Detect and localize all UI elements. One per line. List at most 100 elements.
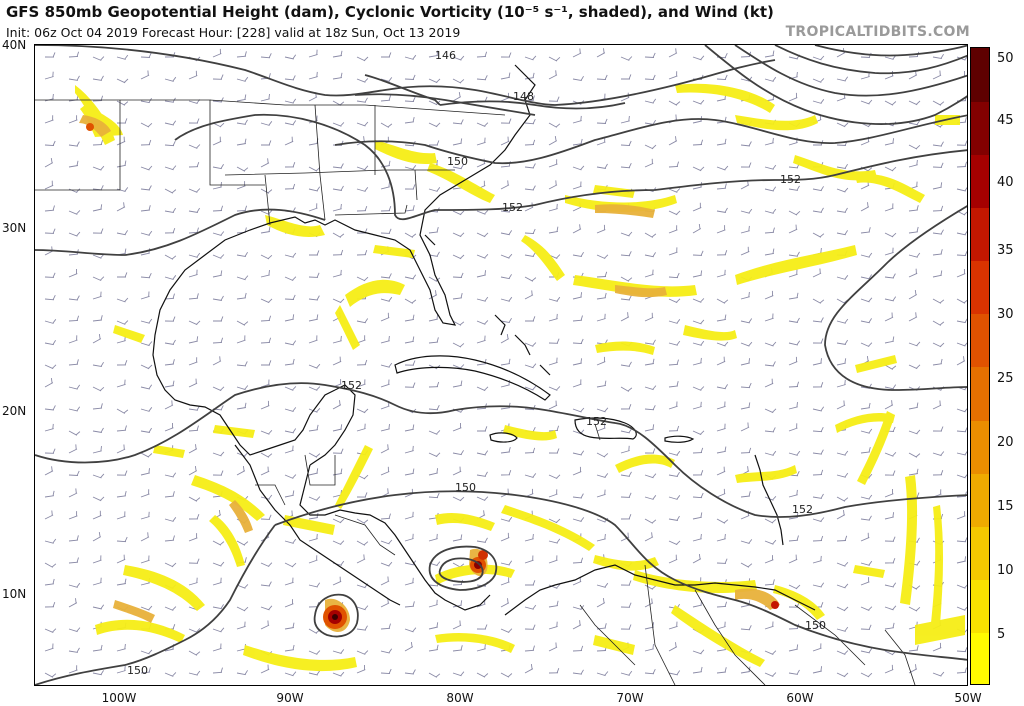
- wind-barb: [212, 74, 224, 80]
- wind-barb: [68, 51, 80, 58]
- wind-barb: [116, 379, 126, 388]
- wind-barb: [356, 492, 368, 498]
- wind-barb: [44, 180, 54, 190]
- wind-barb: [309, 250, 320, 256]
- wind-barb: [644, 448, 656, 454]
- wind-barb: [308, 555, 318, 564]
- wind-barb: [884, 364, 897, 370]
- wind-barb: [668, 642, 678, 652]
- wind-barb: [308, 71, 318, 80]
- wind-barb: [236, 361, 248, 367]
- wind-barb: [884, 489, 894, 498]
- wind-barb: [284, 294, 296, 300]
- wind-barb: [788, 92, 798, 102]
- wind-barb: [500, 628, 513, 634]
- wind-barb: [692, 533, 702, 542]
- wind-barb: [380, 648, 393, 654]
- wind-barb: [812, 382, 824, 388]
- wind-barb: [668, 48, 678, 58]
- wind-barb: [476, 496, 489, 502]
- wind-barb: [404, 577, 414, 586]
- wind-barb: [524, 473, 537, 479]
- wind-barb: [500, 334, 510, 344]
- wind-barb: [212, 182, 222, 190]
- wind-barb: [44, 601, 56, 608]
- map-subtitle: Init: 06z Oct 04 2019 Forecast Hour: [22…: [6, 25, 461, 40]
- wind-barb: [764, 76, 777, 82]
- wind-barb: [188, 444, 198, 454]
- wind-barb: [140, 605, 153, 611]
- wind-barb: [476, 209, 489, 215]
- wind-barb: [260, 494, 273, 500]
- wind-barb: [932, 229, 944, 235]
- wind-barb: [524, 447, 536, 454]
- wind-barb: [380, 335, 390, 344]
- wind-barb: [716, 601, 728, 608]
- wind-barb: [620, 624, 632, 630]
- wind-barb: [548, 296, 561, 302]
- wind-barb: [428, 672, 441, 678]
- wind-barb: [332, 424, 343, 432]
- wind-barb: [44, 319, 57, 324]
- wind-barb: [356, 276, 369, 282]
- wind-barb: [836, 496, 849, 502]
- wind-barb: [92, 165, 105, 171]
- wind-barb: [956, 646, 967, 653]
- colorbar-label: 40: [997, 175, 1014, 190]
- colorbar-label: 25: [997, 371, 1014, 386]
- wind-barb: [452, 292, 463, 300]
- wind-barb: [716, 298, 729, 304]
- wind-barb: [68, 384, 81, 390]
- wind-barb: [956, 268, 966, 278]
- wind-barb: [548, 56, 561, 62]
- wind-barb: [380, 598, 390, 608]
- wind-barb: [212, 356, 222, 366]
- wind-barb: [356, 650, 369, 655]
- wind-barb: [860, 560, 873, 566]
- wind-barb: [452, 645, 463, 652]
- wind-barb: [428, 533, 438, 542]
- wind-barb: [524, 72, 535, 80]
- wind-barb: [740, 341, 753, 347]
- colorbar-segment: [971, 526, 989, 581]
- wind-barb: [308, 424, 319, 432]
- contour-label: 148: [513, 90, 534, 103]
- wind-barb: [956, 556, 967, 564]
- wind-barb: [644, 269, 654, 278]
- wind-barb: [692, 99, 705, 105]
- wind-barb: [692, 340, 705, 346]
- wind-barb: [116, 202, 126, 212]
- wind-barb: [140, 427, 152, 433]
- wind-barb: [284, 136, 294, 146]
- wind-barb: [644, 312, 654, 322]
- wind-barb: [788, 554, 798, 564]
- wind-barb: [572, 338, 584, 345]
- wind-barb: [764, 313, 774, 322]
- wind-barb: [860, 672, 873, 678]
- wind-barb: [548, 357, 558, 366]
- wind-barb: [356, 359, 368, 366]
- wind-barb: [956, 356, 966, 366]
- wind-barb: [956, 161, 967, 168]
- wind-barb: [884, 312, 894, 322]
- wind-barb: [188, 207, 200, 213]
- wind-barb: [548, 180, 558, 190]
- wind-barb: [68, 647, 80, 653]
- wind-barb: [380, 668, 392, 675]
- wind-barb: [140, 165, 153, 171]
- wind-barb: [260, 605, 273, 611]
- wind-barb: [884, 451, 897, 457]
- wind-barb: [764, 227, 775, 234]
- wind-barb: [644, 385, 657, 391]
- wind-barb: [692, 447, 704, 454]
- wind-barb: [260, 581, 272, 587]
- wind-barb: [860, 342, 873, 348]
- wind-barb: [284, 314, 295, 322]
- wind-barb: [236, 76, 249, 82]
- wind-barb: [740, 447, 752, 454]
- wind-barb: [332, 576, 342, 586]
- wind-barb: [236, 275, 249, 281]
- wind-barb: [140, 291, 150, 300]
- wind-barb: [596, 292, 607, 300]
- wind-barb: [788, 489, 798, 498]
